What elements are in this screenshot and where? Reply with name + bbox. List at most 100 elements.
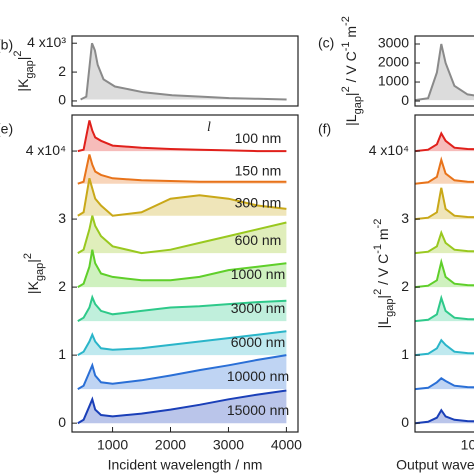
y-axis-label-part: gap [34, 263, 46, 281]
y-axis-label-part: / V C [375, 254, 391, 289]
y-tick-label: 0 [58, 414, 66, 430]
series-fill [415, 44, 474, 101]
series-label: 100 nm [235, 130, 282, 146]
series-fill [415, 133, 474, 152]
series-label: 6000 nm [231, 334, 285, 350]
y-axis-label-part: -2 [340, 16, 352, 26]
y-axis-label-part: 2 [12, 50, 24, 56]
y-tick-label: 2 [401, 278, 409, 294]
x-tick-label: 2000 [155, 437, 186, 453]
series-line [77, 154, 287, 185]
x-axis-label: Output wavelength / nm [396, 457, 474, 473]
series-line [77, 120, 287, 153]
series-line [415, 294, 474, 323]
x-tick-label: 3000 [213, 437, 244, 453]
y-axis-label-part: | [15, 57, 31, 61]
panel-label: (b) [0, 37, 13, 53]
plot-frame [71, 114, 299, 433]
x-tick-label: 1000 [97, 437, 128, 453]
series-fill [77, 249, 287, 288]
y-tick-label: 3000 [378, 35, 409, 51]
series-line [77, 330, 287, 356]
panel-label: (e) [0, 121, 13, 137]
annotation: l [207, 120, 211, 135]
y-axis-label-part: gap [24, 60, 36, 78]
y-tick-label: 0 [401, 92, 409, 108]
y-tick-label: 2 [58, 63, 66, 79]
plot-frame [414, 35, 474, 107]
x-axis-label: Incident wavelength / nm [108, 457, 263, 473]
y-axis-label-part: 2 [372, 289, 384, 295]
series-label: 150 nm [235, 162, 282, 178]
series-line [415, 43, 474, 102]
x-tick-label: 1000 [461, 437, 474, 453]
series-line [415, 338, 474, 357]
series-fill [80, 43, 287, 100]
series-line [415, 131, 474, 153]
y-tick-label: 1 [58, 346, 66, 362]
series-fill [77, 355, 287, 390]
y-tick-label: 3 [58, 210, 66, 226]
series-label: 600 nm [235, 232, 282, 248]
series-line [415, 187, 474, 221]
plot-area [415, 43, 474, 102]
series-line [77, 215, 287, 255]
plot-frame [414, 114, 474, 433]
y-tick-label: 2000 [378, 54, 409, 70]
series-label: 1000 nm [231, 266, 285, 282]
y-axis-label-part: m [375, 228, 391, 244]
y-tick-label: 3 [401, 210, 409, 226]
series-label: 300 nm [235, 194, 282, 210]
y-axis-label: |Kgap|2 [12, 50, 36, 91]
y-tick-label: 0 [58, 92, 66, 108]
series-fill [415, 410, 474, 424]
y-axis-label-part: 2 [22, 253, 34, 259]
panel-label: (f) [318, 121, 331, 137]
series-label: 15000 nm [227, 402, 289, 418]
series-line [77, 249, 287, 288]
series-fill [415, 232, 474, 254]
y-axis-label-part: -1 [340, 41, 352, 51]
plot-area [80, 42, 287, 101]
series-fill [77, 154, 287, 184]
series-label: 10000 nm [227, 368, 289, 384]
series-line [77, 294, 287, 322]
series-line [415, 408, 474, 425]
series-fill [77, 178, 287, 216]
series-fill [77, 215, 287, 254]
y-axis-label-part: m [343, 26, 359, 42]
y-tick-label: 1 [401, 346, 409, 362]
y-tick-label: 4 x10⁴ [26, 142, 66, 158]
plot-area [77, 120, 287, 425]
x-tick-label: 4000 [271, 437, 302, 453]
y-axis-label-part: |L [375, 317, 391, 329]
y-axis-label-part: gap [384, 299, 396, 317]
plot-frame [71, 35, 299, 107]
series-line [415, 156, 474, 185]
y-axis-label-part: | [343, 92, 359, 96]
series-fill [77, 297, 287, 322]
y-tick-label: 4 x10³ [27, 34, 66, 50]
panel-label: (c) [318, 35, 334, 51]
y-axis-label-part: gap [352, 96, 364, 114]
y-axis-label: |Lgap|2 / V C-1 m-2 [372, 219, 396, 329]
series-line [415, 257, 474, 289]
series-line [77, 354, 287, 390]
series-fill [77, 120, 287, 152]
y-axis-label-part: |L [343, 114, 359, 126]
y-axis-label-part: |K [15, 78, 31, 92]
plot-area [415, 131, 474, 425]
series-line [77, 389, 287, 425]
series-fill [415, 340, 474, 356]
y-tick-label: 0 [401, 414, 409, 430]
y-axis-label: |Lgap|2 / V C-1 m-2 [340, 16, 364, 126]
series-line [77, 178, 287, 217]
y-axis-label-part: | [25, 259, 41, 263]
y-axis-label-part: / V C [343, 51, 359, 86]
series-line [415, 229, 474, 255]
y-tick-label: 4 x10⁴ [369, 142, 409, 158]
y-axis-label-part: -1 [372, 244, 384, 254]
y-tick-label: 2 [58, 278, 66, 294]
y-axis-label-part: | [375, 295, 391, 299]
